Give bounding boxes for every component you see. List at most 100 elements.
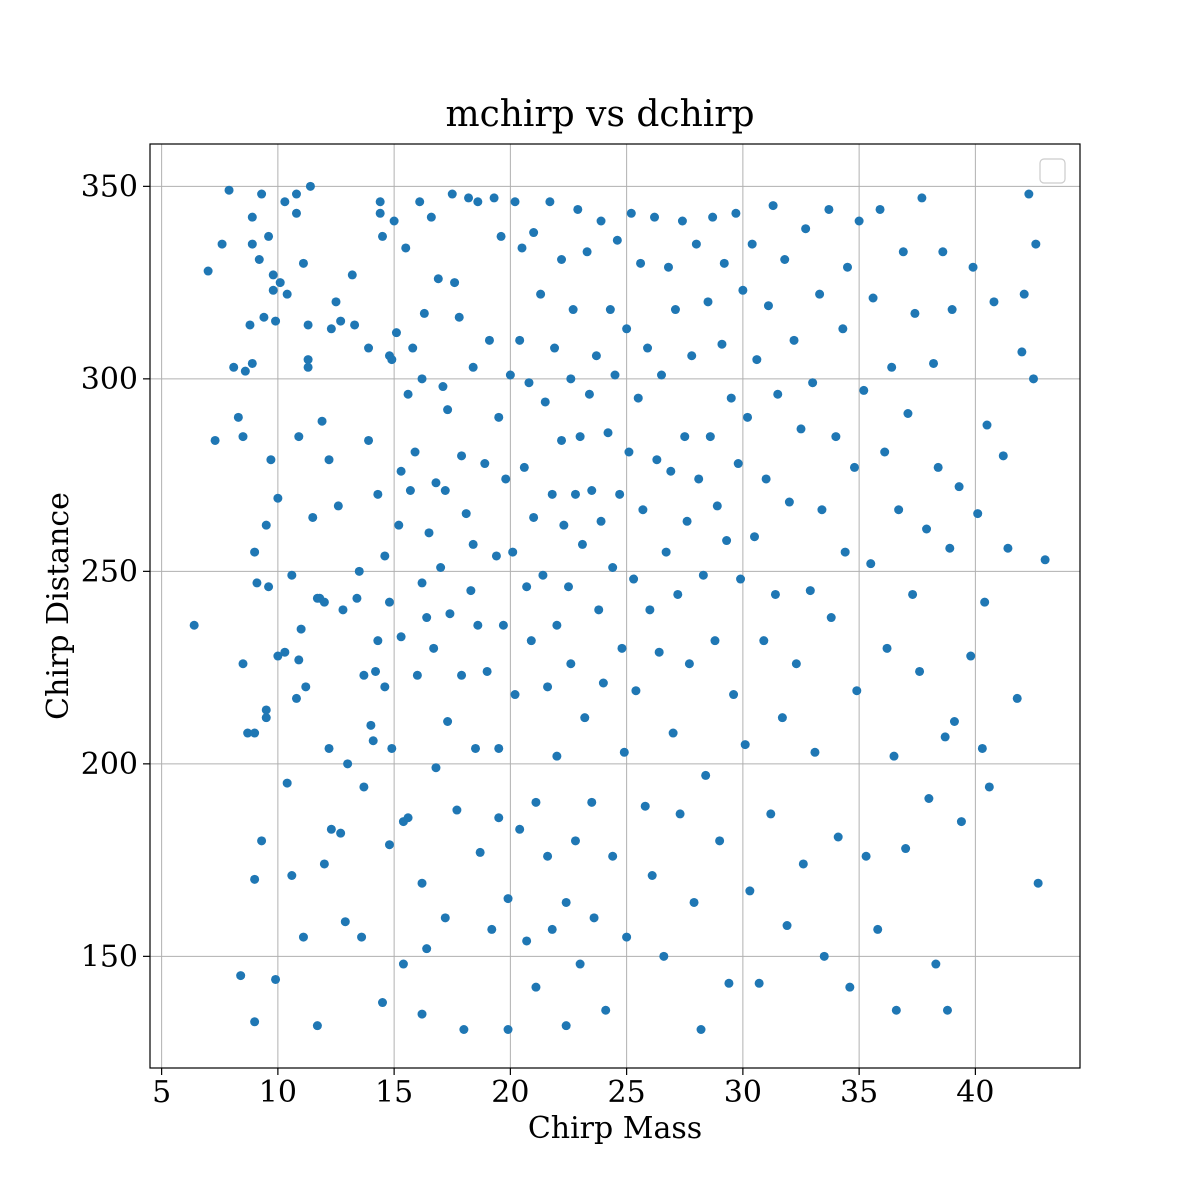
data-point — [380, 551, 390, 561]
data-point — [247, 212, 257, 222]
data-point — [403, 389, 413, 399]
data-point — [698, 570, 708, 580]
data-point — [291, 208, 301, 218]
data-point — [703, 297, 713, 307]
data-point — [522, 936, 532, 946]
data-point — [566, 659, 576, 669]
data-point — [761, 474, 771, 484]
data-point — [805, 586, 815, 596]
data-point — [424, 528, 434, 538]
data-point — [982, 420, 992, 430]
x-axis-ticks: 5 10 15 20 25 30 35 40 — [152, 1068, 994, 1110]
data-point — [949, 717, 959, 726]
data-point — [364, 343, 374, 353]
data-point — [247, 239, 257, 249]
data-point — [880, 447, 890, 457]
data-point — [398, 959, 408, 969]
data-point — [298, 932, 308, 942]
data-point — [712, 501, 722, 511]
data-point — [368, 736, 378, 746]
data-point — [257, 836, 267, 846]
data-point — [942, 1005, 952, 1015]
data-point — [875, 204, 885, 214]
data-point — [636, 258, 646, 268]
data-point — [266, 455, 276, 465]
data-point — [431, 763, 441, 773]
data-point — [915, 666, 925, 676]
data-point — [587, 486, 597, 495]
data-point — [468, 539, 478, 549]
data-point — [924, 794, 934, 803]
data-point — [817, 505, 827, 515]
data-point — [910, 308, 920, 318]
data-point — [412, 670, 422, 680]
data-point — [454, 312, 464, 322]
data-point — [638, 505, 648, 515]
data-points — [189, 181, 1050, 1034]
data-point — [336, 828, 346, 838]
data-point — [557, 435, 567, 445]
data-point — [324, 455, 334, 465]
data-point — [561, 1021, 571, 1031]
data-point — [340, 917, 350, 927]
data-point — [810, 747, 820, 757]
data-point — [710, 636, 720, 646]
data-point — [254, 255, 264, 264]
data-point — [998, 451, 1008, 461]
data-point — [833, 832, 843, 842]
data-point — [796, 424, 806, 434]
y-tick-label: 300 — [81, 362, 138, 397]
data-point — [570, 836, 580, 846]
data-point — [682, 516, 692, 526]
data-point — [661, 547, 671, 557]
data-point — [350, 320, 360, 330]
data-point — [238, 659, 248, 669]
data-point — [252, 578, 262, 588]
data-point — [366, 720, 376, 730]
data-point — [526, 636, 536, 646]
data-point — [240, 366, 250, 376]
data-point — [417, 1009, 427, 1019]
data-point — [378, 231, 387, 241]
data-point — [750, 532, 759, 542]
data-point — [1031, 239, 1041, 249]
data-point — [550, 343, 560, 353]
data-point — [826, 613, 836, 623]
data-point — [980, 597, 990, 607]
data-point — [333, 501, 343, 511]
data-point — [189, 620, 199, 630]
data-point — [433, 274, 443, 284]
data-point — [745, 886, 755, 896]
data-point — [552, 751, 562, 761]
data-point — [882, 643, 892, 653]
data-point — [408, 343, 418, 353]
data-point — [426, 212, 436, 222]
data-point — [784, 497, 794, 507]
data-point — [450, 278, 460, 288]
data-point — [663, 262, 673, 272]
data-point — [373, 636, 383, 646]
data-point — [312, 1021, 322, 1031]
data-point — [547, 924, 557, 934]
data-point — [845, 982, 855, 992]
data-point — [373, 489, 383, 499]
data-point — [629, 574, 639, 584]
data-point — [859, 385, 869, 395]
data-point — [531, 797, 541, 807]
data-point — [250, 728, 260, 738]
data-point — [677, 216, 687, 226]
data-point — [580, 713, 590, 723]
data-point — [768, 201, 778, 211]
data-point — [984, 782, 994, 792]
data-point — [780, 255, 790, 264]
data-point — [591, 351, 601, 361]
data-point — [673, 589, 683, 599]
data-point — [675, 809, 685, 819]
data-point — [617, 643, 627, 653]
data-point — [245, 320, 255, 330]
data-point — [782, 921, 792, 931]
data-point — [491, 551, 501, 561]
data-point — [359, 782, 369, 792]
data-point — [522, 582, 532, 592]
data-point — [894, 505, 904, 515]
